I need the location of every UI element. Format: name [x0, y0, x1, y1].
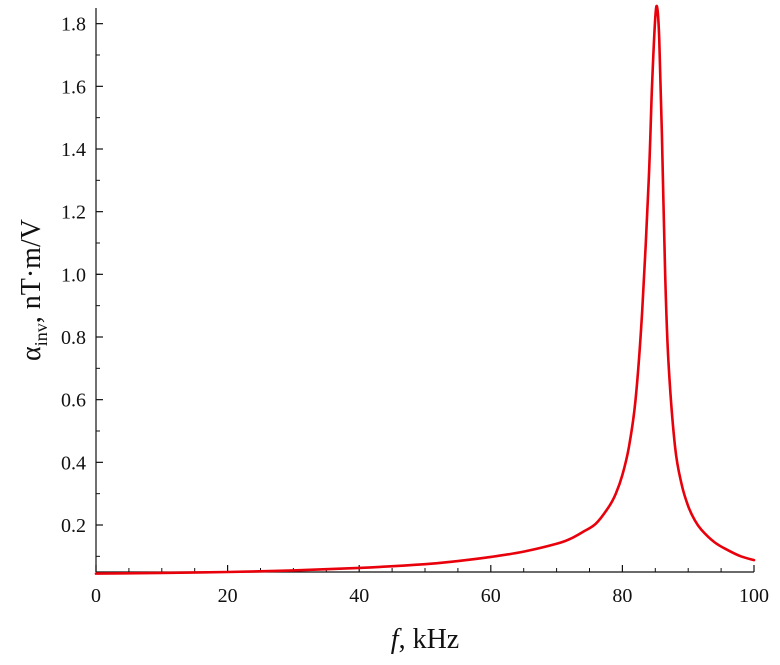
x-axis-title: f, kHz: [391, 624, 459, 655]
y-tick-label: 0.4: [61, 452, 86, 474]
x-axis-unit: , kHz: [399, 624, 460, 655]
y-axis-title: αinv, nT·m/V: [16, 219, 51, 361]
y-tick-label: 1.0: [61, 264, 86, 286]
y-tick-label: 1.2: [61, 202, 86, 224]
y-axis-symbol: α: [16, 346, 47, 361]
x-tick-label: 20: [218, 585, 238, 607]
y-tick-label: 1.4: [61, 139, 86, 161]
x-tick-label: 40: [349, 585, 369, 607]
y-axis-subscript: inv: [31, 323, 51, 346]
y-tick-label: 1.8: [61, 14, 86, 36]
x-tick-label: 60: [481, 585, 501, 607]
y-axis-unit: , nT·m/V: [16, 219, 47, 323]
y-ticks: 0.2 0.4 0.6 0.8 1.0 1.2 1.4 1.6 1.8: [61, 14, 103, 557]
series-line: [94, 4, 756, 575]
x-tick-label: 100: [739, 585, 769, 607]
x-ticks: 0 20 40 60 80 100: [91, 565, 769, 607]
y-tick-label: 0.2: [61, 515, 86, 537]
y-tick-label: 0.6: [61, 390, 86, 412]
x-tick-label: 0: [91, 585, 101, 607]
x-axis-symbol: f: [391, 624, 402, 655]
x-tick-label: 80: [612, 585, 632, 607]
y-tick-label: 1.6: [61, 76, 86, 98]
y-tick-label: 0.8: [61, 327, 86, 349]
